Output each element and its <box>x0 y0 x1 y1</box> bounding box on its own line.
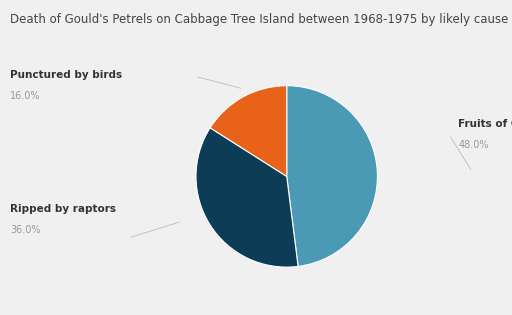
Text: Fruits of Ce. Umbellifera: Fruits of Ce. Umbellifera <box>458 119 512 129</box>
Wedge shape <box>287 86 377 266</box>
Text: 36.0%: 36.0% <box>10 225 41 235</box>
Text: 16.0%: 16.0% <box>10 91 41 101</box>
Wedge shape <box>196 128 298 267</box>
Text: Ripped by raptors: Ripped by raptors <box>10 204 116 214</box>
Text: Punctured by birds: Punctured by birds <box>10 70 122 80</box>
Text: 48.0%: 48.0% <box>458 140 489 150</box>
Wedge shape <box>210 86 287 176</box>
Text: Death of Gould's Petrels on Cabbage Tree Island between 1968-1975 by likely caus: Death of Gould's Petrels on Cabbage Tree… <box>10 13 508 26</box>
